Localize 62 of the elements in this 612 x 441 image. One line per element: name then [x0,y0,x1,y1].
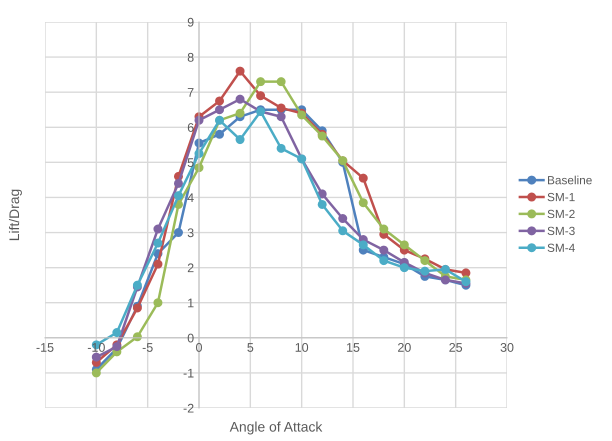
point [276,112,286,122]
x-axis-title: Angle of Attack [230,422,322,434]
y-tick-label: 4 [187,193,194,202]
y-tick-label: 2 [188,263,194,272]
x-tick-label: -5 [142,343,153,352]
legend-label: Baseline [548,176,592,184]
point [236,135,245,144]
point [338,226,348,236]
y-tick-label: -2 [184,404,194,413]
point [400,263,409,272]
x-tick-label: 15 [347,343,360,352]
point [92,352,101,362]
point [236,108,245,118]
point [379,224,388,234]
y-tick-label: 8 [188,52,194,62]
point [92,368,101,378]
x-tick-label: 0 [196,343,202,352]
point [379,246,388,255]
y-tick-label: 7 [188,88,194,97]
legend-label: SM-1 [548,192,575,202]
point [400,240,409,250]
y-tick-label: 1 [188,298,194,308]
point [236,94,245,104]
y-axis-title: Lift/Drag [8,190,22,240]
y-tick-label: 3 [188,228,194,238]
point [112,328,122,338]
legend-label: SM-4 [548,244,575,252]
point [358,198,368,208]
x-tick-label: 30 [500,343,514,352]
point [318,189,327,198]
point [174,191,183,200]
point [215,130,224,139]
point [215,105,224,114]
point [256,77,266,86]
x-tick-label: -15 [36,343,54,352]
legend-label: SM-3 [548,226,575,236]
x-tick-label: 25 [449,343,462,352]
x-tick-label: 10 [296,343,308,352]
point [358,174,368,183]
y-tick-label: 6 [188,123,194,132]
legend-label: SM-2 [548,210,575,218]
point [153,224,162,234]
x-tick-label: 20 [398,343,411,352]
point [338,214,348,224]
point [215,96,224,106]
point [256,91,266,100]
y-tick-label: -1 [184,368,194,378]
y-tick-label: 0 [188,334,194,342]
point [318,200,327,209]
point [236,66,245,76]
point [358,240,368,250]
point [276,77,286,86]
point [153,238,162,248]
point [153,260,162,269]
point [379,256,388,266]
point [153,298,162,308]
x-tick-label: -10 [88,343,105,352]
point [276,144,286,153]
point [174,178,183,188]
y-tick-label: 9 [188,18,194,27]
point [174,228,183,238]
x-tick-label: 5 [247,343,254,352]
